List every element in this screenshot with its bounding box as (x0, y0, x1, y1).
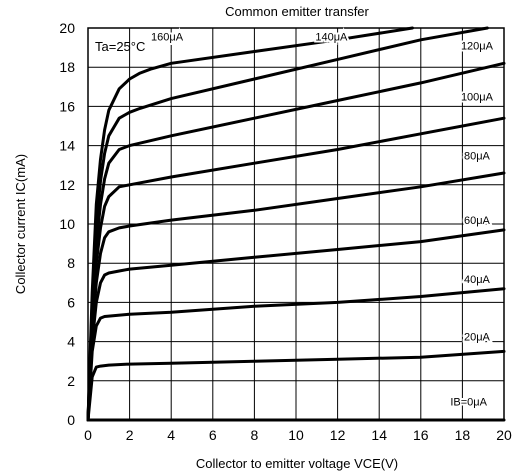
x-tick-label: 18 (455, 427, 471, 443)
y-tick-label: 4 (67, 334, 75, 350)
y-tick-label: 16 (59, 98, 75, 114)
x-tick-label: 0 (84, 427, 92, 443)
y-tick-label: 14 (59, 138, 75, 154)
x-tick-label: 16 (413, 427, 429, 443)
x-tick-labels: 0 2 4 6 8 10 12 14 16 18 20 (84, 427, 512, 443)
curve-label: 80μA (464, 150, 491, 162)
curve-label: 20μA (464, 332, 491, 344)
y-tick-label: 18 (59, 59, 75, 75)
x-axis-label: Collector to emitter voltage VCE(V) (196, 456, 398, 471)
curve-label: 100μA (461, 92, 494, 104)
y-tick-label: 12 (59, 177, 75, 193)
x-tick-label: 12 (330, 427, 346, 443)
y-tick-label: 2 (67, 373, 75, 389)
y-tick-label: 8 (67, 255, 75, 271)
curve-label: 40μA (464, 274, 491, 286)
x-tick-label: 20 (496, 427, 512, 443)
x-tick-label: 14 (371, 427, 387, 443)
curve-label: 120μA (461, 41, 494, 53)
y-tick-label: 0 (67, 412, 75, 428)
curve-label: IB=0μA (450, 396, 487, 408)
x-tick-label: 2 (126, 427, 134, 443)
x-tick-label: 6 (209, 427, 217, 443)
y-tick-label: 6 (67, 294, 75, 310)
x-tick-label: 4 (167, 427, 175, 443)
curve-labels: 160μA 140μA 120μA 100μA 80μA 60μA 40μA 20μA IB=0… (151, 32, 494, 409)
y-tick-labels: 0 2 4 6 8 10 12 14 16 18 20 (59, 20, 75, 428)
curve-label: 140μA (315, 32, 348, 44)
curve-label: 60μA (464, 215, 491, 227)
y-tick-label: 10 (59, 216, 75, 232)
x-tick-label: 8 (251, 427, 259, 443)
y-axis-label: Collector current IC(mA) (13, 154, 28, 294)
curve-label: 160μA (151, 32, 184, 44)
chart-title: Common emitter transfer (225, 4, 369, 19)
temperature-annotation: Ta=25°C (95, 39, 145, 54)
x-tick-label: 10 (288, 427, 304, 443)
y-tick-label: 20 (59, 20, 75, 36)
